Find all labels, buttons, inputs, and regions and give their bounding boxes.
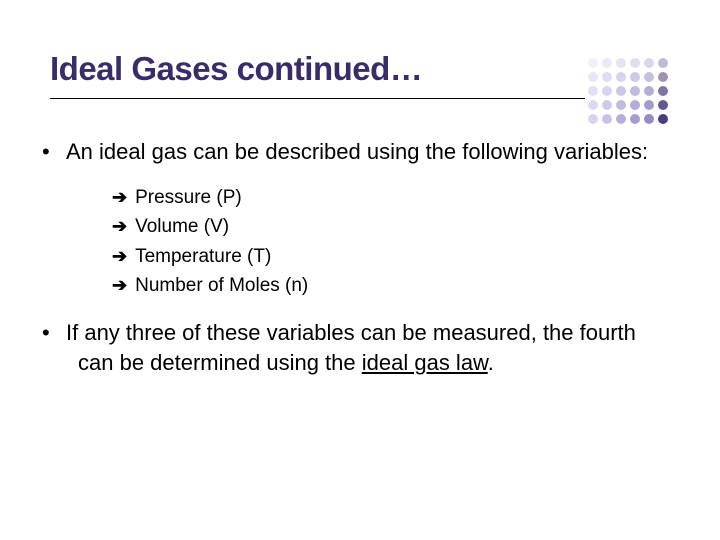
sub-list: ➔ Pressure (P) ➔ Volume (V) ➔ Temperatur… — [112, 183, 670, 301]
sub-item-4-text: Number of Moles (n) — [135, 271, 308, 300]
bullet-2-pre: If any three of these variables can be m… — [66, 320, 636, 375]
dot-grid-decoration — [586, 56, 670, 126]
arrow-icon: ➔ — [112, 243, 127, 271]
arrow-icon: ➔ — [112, 184, 127, 212]
title-underline — [50, 98, 585, 99]
sub-item-volume: ➔ Volume (V) — [112, 212, 670, 241]
sub-item-1-text: Pressure (P) — [135, 183, 242, 212]
sub-item-temperature: ➔ Temperature (T) — [112, 242, 670, 271]
slide-title: Ideal Gases continued… — [50, 50, 670, 88]
sub-item-moles: ➔ Number of Moles (n) — [112, 271, 670, 300]
sub-item-pressure: ➔ Pressure (P) — [112, 183, 670, 212]
bullet-2-post: . — [488, 350, 494, 375]
arrow-icon: ➔ — [112, 213, 127, 241]
sub-item-3-text: Temperature (T) — [135, 242, 271, 271]
arrow-icon: ➔ — [112, 272, 127, 300]
bullet-2-underlined: ideal gas law — [362, 350, 488, 375]
bullet-1: •An ideal gas can be described using the… — [60, 137, 670, 167]
bullet-1-text: An ideal gas can be described using the … — [66, 139, 648, 164]
bullet-2: •If any three of these variables can be … — [60, 318, 670, 377]
sub-item-2-text: Volume (V) — [135, 212, 229, 241]
